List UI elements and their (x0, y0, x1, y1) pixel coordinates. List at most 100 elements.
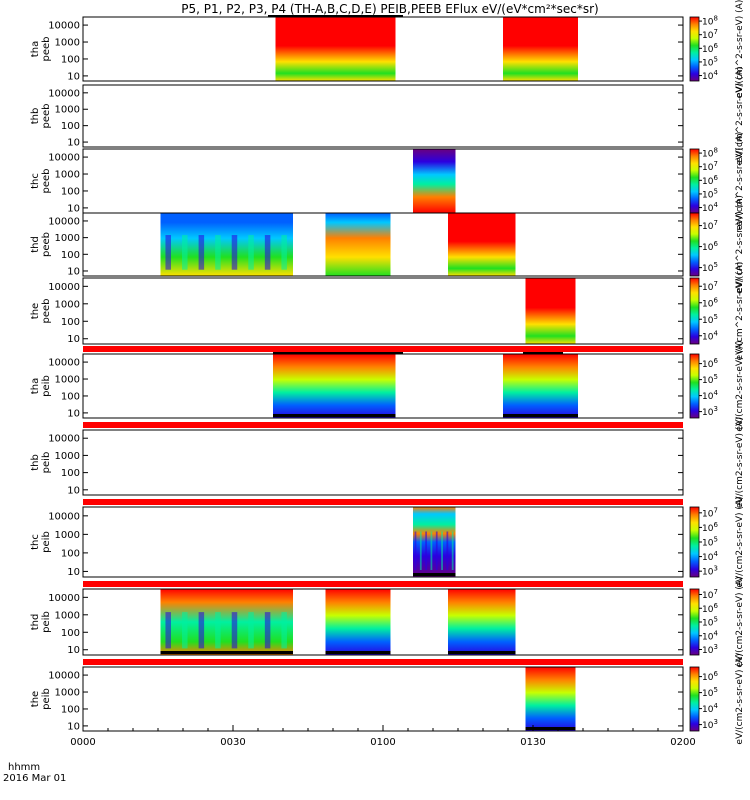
spectrum-block-thd-peib-2 (448, 589, 516, 655)
x-tick-label-3: 0130 (520, 737, 545, 748)
colorbar-tick-label-tha-peib-1: 104 (702, 389, 718, 402)
y-tick-label-thd-peib-0: 10 (67, 645, 80, 656)
low-energy-band-thd-peib-0 (160, 651, 293, 654)
y-tick-label-thc-peib-1: 100 (61, 548, 80, 559)
colorbar-thd-peib (689, 588, 700, 656)
y-tick-label-thd-peeb-3: 10000 (48, 216, 80, 227)
panel-frame-thc-peib (82, 506, 684, 578)
y-tick-label-the-peeb-0: 10 (67, 334, 80, 345)
spectrum-patch-thd-peib-0-0 (165, 612, 171, 649)
colorbar-label-tha-peeb: eV/(cm^2-s-sr-eV) (A) (735, 0, 745, 98)
colorbar-tick-label-tha-peeb-4: 108 (702, 15, 718, 28)
colorbar-tick-label-thc-peeb-2: 106 (702, 174, 718, 187)
spectrum-block-tha-peib-1 (503, 354, 578, 418)
colorbar-tick-label-thc-peib-0: 103 (702, 565, 718, 578)
colorbar-tick-label-thd-peib-3: 106 (702, 602, 718, 615)
time-unit-label: hhmm (8, 762, 40, 773)
colorbar-tick-label-the-peib-0: 103 (702, 718, 718, 731)
y-label-tha-peeb: thapeeb (30, 37, 52, 62)
y-tick-label-the-peib-0: 10 (67, 721, 80, 732)
spectrum-block-thd-peib-0 (160, 589, 293, 655)
y-tick-label-the-peeb-2: 1000 (55, 299, 80, 310)
colorbar-label-thd-peib: eV/(cm2-s-sr-eV) (A) (735, 576, 745, 667)
y-tick-label-thb-peib-2: 1000 (55, 451, 80, 462)
colorbar-label-tha-peib: eV/(cm2-s-sr-eV) (A) (735, 340, 745, 431)
spectrum-block-thc-peeb-0 (413, 149, 456, 213)
y-tick-label-thb-peeb-1: 100 (61, 121, 80, 132)
low-energy-band-thd-peib-1 (325, 651, 391, 654)
y-label-thb-peeb: thbpeeb (30, 104, 52, 129)
spectrum-patch-thd-peib-0-4 (231, 612, 238, 649)
separator-band-4 (83, 659, 683, 665)
low-energy-band-thd-peib-2 (448, 651, 516, 654)
y-label-thb-peib: thbpeib (30, 452, 52, 474)
colorbar-tick-label-tha-peib-3: 106 (702, 357, 718, 370)
panel-frame-thd-peib (82, 588, 684, 656)
colorbar-tick-label-thc-peib-3: 106 (702, 521, 718, 534)
overflow-mark-tha-peeb-0 (268, 15, 403, 17)
colorbar-label-thb-peib: eV/(cm2-s-sr-eV) (A) (735, 417, 745, 508)
spectrum-patch-thd-peeb-0-4 (231, 235, 238, 270)
colorbar-tick-label-thd-peib-2: 105 (702, 616, 718, 629)
colorbar-label-the-peeb: eV/(cm^2-s-sr-eV) (A) (735, 262, 745, 361)
y-tick-label-thb-peib-3: 10000 (48, 434, 80, 445)
spectrum-block-thd-peeb-2 (448, 213, 516, 276)
colorbar-label-the-peib: eV/(cm2-s-sr-eV) (A) (735, 653, 745, 744)
colorbar-tick-label-thd-peeb-2: 107 (702, 219, 718, 232)
overflow-mark-tha-peib-1 (523, 352, 563, 354)
spectrum-patch-thd-peib-0-1 (182, 612, 188, 649)
overflow-mark-tha-peib-0 (273, 352, 403, 354)
colorbar-label-thc-peib: eV/(cm2-s-sr-eV) (A) (735, 496, 745, 587)
y-tick-label-tha-peib-2: 1000 (55, 375, 80, 386)
spectrum-patch-thd-peeb-0-6 (264, 235, 271, 270)
colorbar-tick-label-thd-peib-1: 104 (702, 629, 718, 642)
separator-band-1 (83, 422, 683, 428)
colorbar-tick-label-thc-peeb-3: 107 (702, 160, 718, 173)
spectrum-patch-thc-peib-0-3 (430, 531, 433, 570)
colorbar-label-thd-peeb: eV/(cm^2-s-sr-eV) (A) (735, 195, 745, 294)
spectrum-patch-thd-peib-0-5 (248, 612, 254, 649)
panel-frame-thd-peeb (82, 212, 684, 277)
separator-band-2 (83, 499, 683, 505)
y-tick-label-thd-peib-1: 100 (61, 628, 80, 639)
spectrum-patch-thc-peib-0-6 (446, 531, 449, 570)
spectrum-patch-thd-peib-0-7 (281, 612, 287, 649)
colorbar-tick-label-the-peeb-1: 105 (702, 313, 718, 326)
panel-tha-peib: 10 100 1000 10000 thapeib 103 104 105 106 eV/(cm2… (30, 340, 745, 431)
spectrum-patch-thc-peib-0-1 (419, 531, 422, 570)
spectrum-block-tha-peib-0 (273, 354, 396, 418)
spectrum-block-thd-peeb-1 (325, 213, 391, 276)
panel-frame-tha-peib (82, 353, 684, 419)
spectrum-patch-thd-peeb-0-7 (281, 235, 287, 270)
spectrum-patch-thc-peib-0-0 (414, 531, 417, 570)
spectrum-patch-thd-peib-0-6 (264, 612, 271, 649)
panel-frame-thc-peeb (82, 148, 684, 214)
y-tick-label-thb-peib-0: 10 (67, 485, 80, 496)
colorbar-tha-peib (689, 353, 700, 419)
y-label-thd-peeb: thdpeeb (30, 232, 52, 257)
panel-the-peeb: 10 100 1000 10000 thepeeb 104 105 106 107 eV/(cm^… (30, 262, 745, 361)
y-label-the-peib: thepeib (30, 688, 52, 710)
y-tick-label-thc-peeb-2: 1000 (55, 170, 80, 181)
y-tick-label-the-peib-2: 1000 (55, 688, 80, 699)
colorbar-tick-label-thc-peib-4: 107 (702, 506, 718, 519)
panel-frame-the-peib (82, 666, 684, 732)
y-tick-label-thd-peeb-1: 100 (61, 250, 80, 261)
low-energy-band-tha-peib-0 (273, 414, 396, 417)
y-tick-label-the-peib-1: 100 (61, 704, 80, 715)
colorbar-tick-label-thc-peeb-0: 104 (702, 201, 718, 214)
y-tick-label-thd-peeb-0: 10 (67, 266, 80, 277)
panel-thb-peib: 10 100 1000 10000 thbpeib eV/(cm2-s-sr-eV) (A… (30, 417, 745, 508)
colorbar-tick-label-the-peib-2: 105 (702, 686, 718, 699)
separator-band-0 (83, 346, 683, 352)
x-tick-label-2: 0100 (370, 737, 395, 748)
colorbar-tick-label-the-peib-1: 104 (702, 702, 718, 715)
spectrum-block-thd-peeb-0 (160, 213, 293, 276)
colorbar-tick-label-thd-peeb-1: 106 (702, 240, 718, 253)
colorbar-the-peib (689, 666, 700, 732)
y-tick-label-the-peeb-3: 10000 (48, 282, 80, 293)
y-tick-label-the-peeb-1: 100 (61, 317, 80, 328)
